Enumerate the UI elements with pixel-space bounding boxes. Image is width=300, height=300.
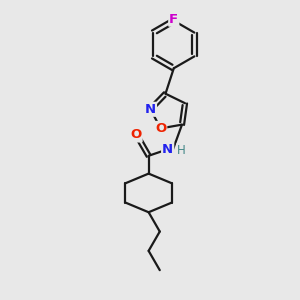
Text: O: O (130, 128, 142, 142)
Text: N: N (162, 143, 173, 156)
Text: O: O (155, 122, 166, 135)
Text: F: F (169, 13, 178, 26)
Text: H: H (177, 144, 186, 157)
Text: N: N (145, 103, 156, 116)
